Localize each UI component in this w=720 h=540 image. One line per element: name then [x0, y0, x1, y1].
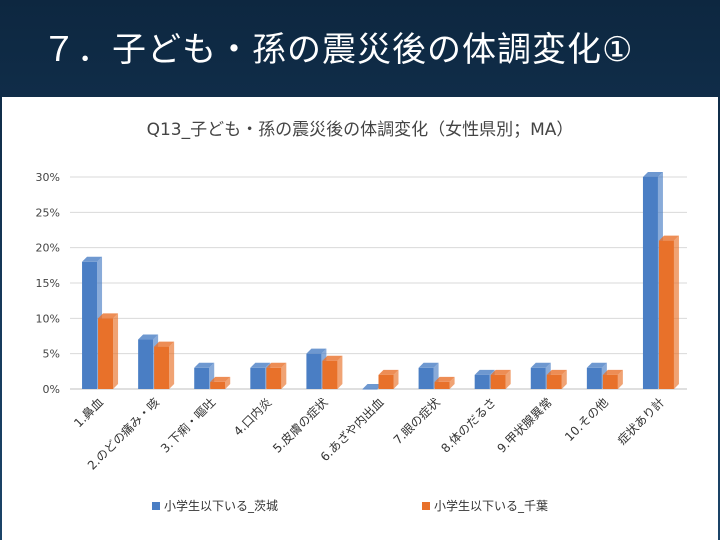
legend-swatch [422, 502, 430, 510]
x-category-label: 1.鼻血 [70, 395, 106, 431]
legend-label: 小学生以下いる_茨城 [164, 498, 278, 513]
bar-side [169, 341, 175, 389]
bar-top [266, 362, 287, 368]
bar [434, 376, 455, 389]
legend-item: 小学生以下いる_茨城 [152, 498, 278, 513]
bar-top [138, 334, 159, 340]
x-category-label: 症状あり計 [614, 395, 667, 448]
legend: 小学生以下いる_茨城 小学生以下いる_千葉 [152, 498, 548, 513]
bar-front [322, 360, 338, 389]
bar [98, 313, 119, 389]
bar-front [250, 367, 266, 389]
bar-side [393, 369, 399, 389]
bar-top [210, 376, 231, 382]
bar-front [194, 367, 210, 389]
bar-front [98, 318, 114, 389]
bar-front [266, 367, 282, 389]
bar [322, 355, 343, 389]
x-category-label: 4.口内炎 [231, 395, 274, 438]
x-category-label: 10.その他 [562, 395, 611, 444]
y-tick-label: 10% [36, 312, 60, 325]
y-axis: 0% 5% 10% 15% 20% 25% 30% [36, 171, 60, 396]
y-tick-label: 5% [43, 348, 60, 361]
bar-front [658, 240, 674, 389]
bar-top [82, 256, 103, 262]
x-category-label: 7.眼の症状 [390, 395, 443, 448]
bar-top [322, 355, 343, 361]
bar-front [490, 374, 506, 389]
bar-top [418, 362, 439, 368]
bar-top [306, 348, 327, 354]
bar-front [210, 381, 226, 389]
bar-front [378, 374, 394, 389]
bar-side [561, 369, 567, 389]
bar-front [586, 367, 602, 389]
y-tick-label: 25% [36, 206, 60, 219]
bar-front [82, 261, 98, 389]
bar [82, 256, 103, 389]
bar-side [337, 355, 343, 389]
bar-top [586, 362, 607, 368]
bar-top [546, 369, 567, 375]
legend-swatch [152, 502, 160, 510]
y-tick-label: 0% [43, 383, 60, 396]
x-axis: 1.鼻血2.のどの痛み・咳3.下痢・嘔吐 4.口内炎5.皮膚の症状6.あざや内出血… [70, 395, 667, 473]
y-tick-label: 15% [36, 277, 60, 290]
bar-top [474, 369, 495, 375]
chart-panel: Q13_子ども・孫の震災後の体調変化（女性県別；MA） 0% 5% 10% 15% 20… [2, 97, 718, 540]
x-category-label: 3.下痢・嘔吐 [157, 395, 218, 456]
x-category-label: 9.甲状腺異常 [494, 395, 554, 455]
bar-top [602, 369, 623, 375]
bar-top [434, 376, 455, 382]
bar-front [642, 177, 658, 389]
bar-side [505, 369, 511, 389]
bar-side [113, 313, 119, 389]
bar-front [138, 339, 154, 389]
bar-top [658, 235, 679, 241]
bar-side [617, 369, 623, 389]
bar [266, 362, 287, 389]
legend-item: 小学生以下いる_千葉 [422, 498, 548, 513]
legend-label: 小学生以下いる_千葉 [434, 498, 548, 513]
bar-front [154, 346, 170, 389]
bar-front [546, 374, 562, 389]
bar [210, 376, 231, 389]
bar-top [194, 362, 215, 368]
bars [82, 172, 679, 390]
bar [378, 369, 399, 389]
bar-front [434, 381, 450, 389]
bar-side [673, 235, 679, 389]
bar-front [530, 367, 546, 389]
bar-side [281, 362, 287, 389]
slide-title: ７．子ども・孫の震災後の体調変化① [42, 30, 634, 70]
bar-top [250, 362, 271, 368]
y-tick-label: 20% [36, 242, 60, 255]
x-category-label: 8.体のだるさ [438, 395, 498, 455]
bar-front [602, 374, 618, 389]
bar-side [449, 376, 455, 389]
bar-chart: Q13_子ども・孫の震災後の体調変化（女性県別；MA） 0% 5% 10% 15% 20… [36, 120, 687, 513]
bar-top [378, 369, 399, 375]
bar [362, 384, 383, 390]
bar-top [154, 341, 175, 347]
bar [602, 369, 623, 389]
bar-top [362, 384, 383, 389]
bar-side [225, 376, 231, 389]
bar-front [362, 389, 378, 390]
bar-top [642, 172, 663, 177]
bar-front [306, 353, 322, 389]
bar [154, 341, 175, 389]
bar-top [490, 369, 511, 375]
y-tick-label: 30% [36, 171, 60, 184]
chart-title: Q13_子ども・孫の震災後の体調変化（女性県別；MA） [147, 120, 574, 140]
bar-front [474, 374, 490, 389]
x-category-label: 5.皮膚の症状 [269, 395, 330, 456]
bar [546, 369, 567, 389]
bar-top [98, 313, 119, 319]
bar [490, 369, 511, 389]
bar [658, 235, 679, 389]
bar-top [530, 362, 551, 368]
bar-front [418, 367, 434, 389]
